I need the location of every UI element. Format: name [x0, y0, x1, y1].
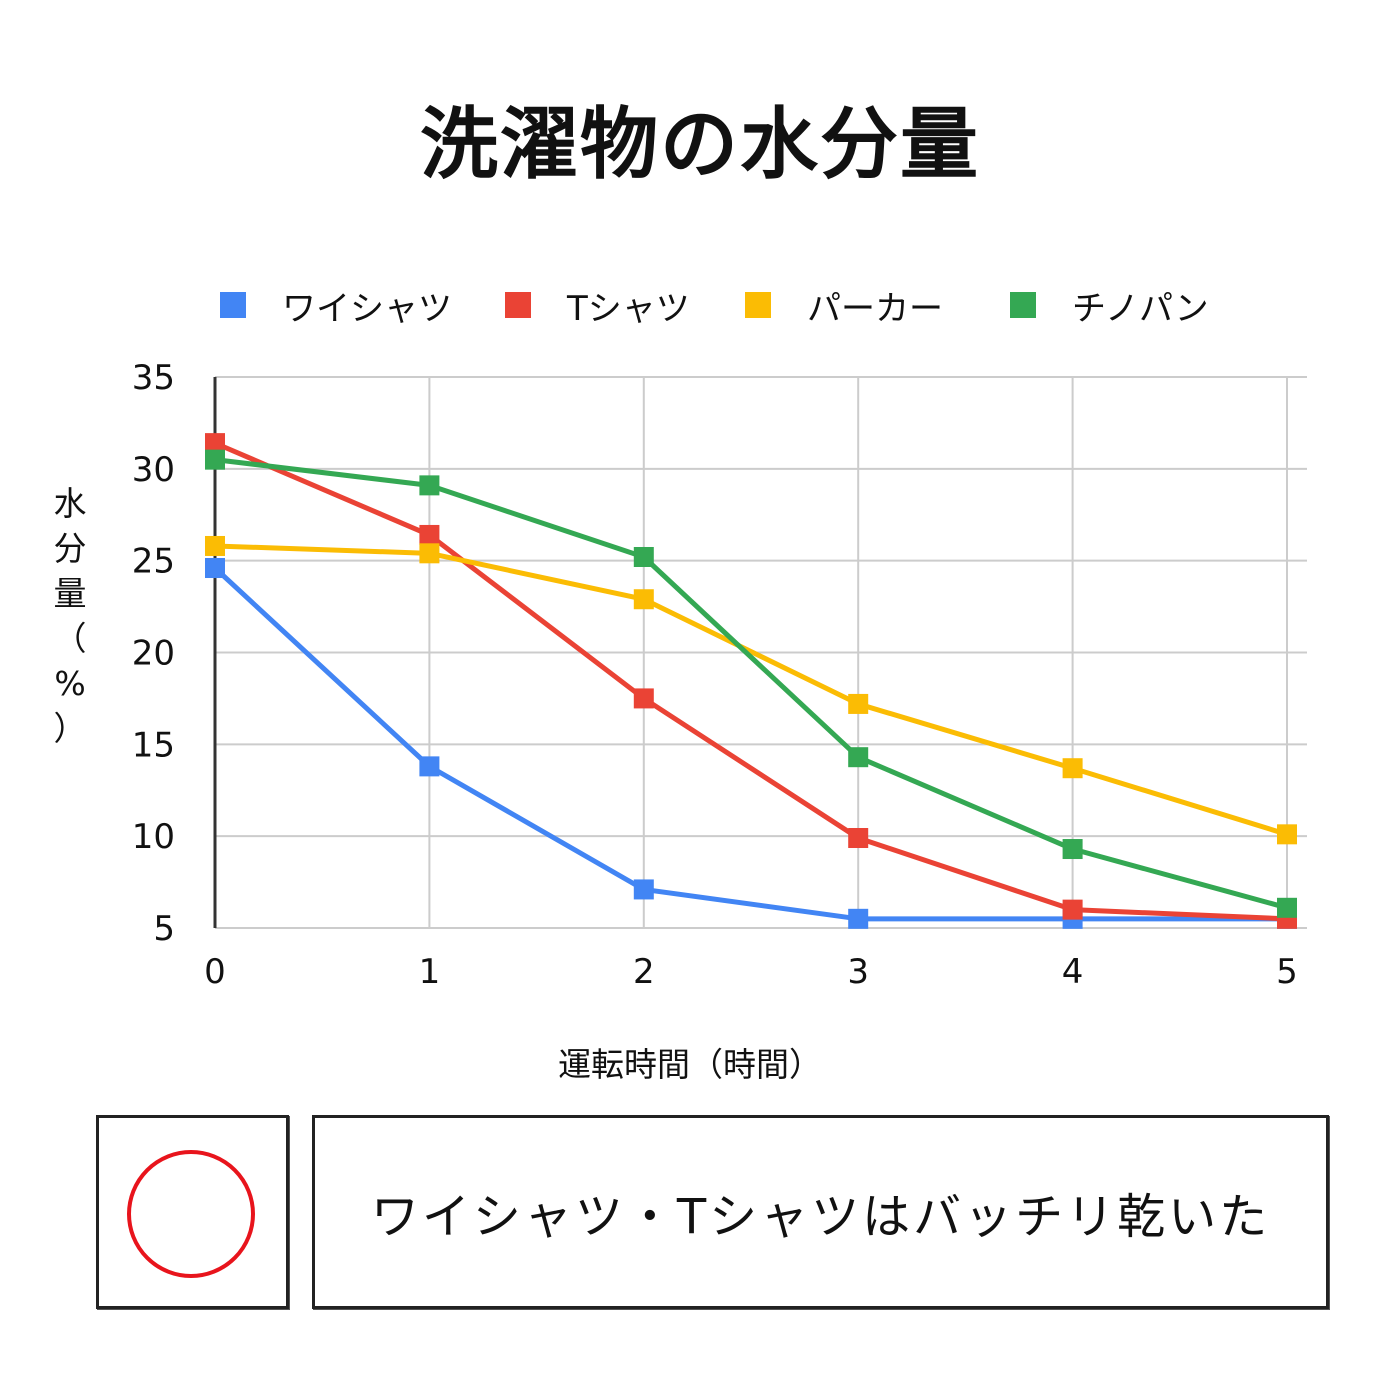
series-3-point-3 [848, 747, 869, 768]
series-2-point-4 [1062, 758, 1083, 779]
x-tick-label-1: 1 [419, 952, 441, 992]
line-chart: 5 10 15 20 25 30 35 0 1 2 3 4 5 運転時間（時間） 水分量（%） [54, 358, 1307, 1084]
y-tick-label-1: 10 [132, 817, 175, 857]
series-3-point-0 [205, 449, 225, 470]
series-0-point-1 [419, 756, 440, 777]
series-line-1 [214, 440, 1288, 922]
legend-label-3: チノパン [1072, 288, 1209, 329]
y-axis-label: 水分量（%） [54, 484, 87, 748]
x-tick-label-5: 5 [1276, 952, 1298, 992]
series-3-point-1 [419, 475, 440, 496]
y-tick-label-0: 5 [153, 909, 175, 949]
series-line-2 [214, 543, 1288, 837]
x-axis-label: 運転時間（時間） [558, 1045, 822, 1084]
series-3-point-2 [633, 546, 654, 567]
chart-legend: ワイシャツ Tシャツ パーカー チノパン [0, 280, 1400, 330]
legend-label-0: ワイシャツ [282, 288, 452, 329]
legend-swatch-0 [220, 292, 246, 318]
series-1-point-3 [848, 828, 869, 849]
x-tick-label-0: 0 [204, 952, 226, 992]
legend-item-1: Tシャツ [505, 280, 690, 330]
y-tick-label-3: 20 [132, 634, 175, 674]
series-line-0 [213, 566, 1287, 922]
x-tick-label-4: 4 [1062, 952, 1084, 992]
legend-item-3: チノパン [1010, 280, 1209, 330]
legend-swatch-2 [745, 292, 771, 318]
legend-swatch-3 [1010, 292, 1036, 318]
series-1-point-1 [419, 524, 440, 545]
series-2-point-2 [633, 589, 654, 610]
series-3-point-4 [1062, 839, 1083, 860]
series-1-point-4 [1062, 899, 1083, 920]
series-2-point-1 [419, 543, 440, 564]
legend-item-2: パーカー [745, 280, 943, 330]
x-tick-label-2: 2 [633, 952, 655, 992]
y-tick-label-5: 30 [132, 450, 175, 490]
series-3-point-5 [1277, 897, 1297, 918]
series-0-point-3 [848, 908, 869, 929]
legend-label-1: Tシャツ [567, 288, 690, 329]
series-line-3 [214, 457, 1288, 911]
red-circle-mark [127, 1150, 255, 1278]
series-0-point-2 [633, 879, 654, 900]
series-0-point-0 [205, 558, 225, 579]
x-tick-label-3: 3 [847, 952, 869, 992]
legend-label-2: パーカー [807, 288, 943, 329]
legend-item-0: ワイシャツ [220, 280, 452, 330]
result-text-box: ワイシャツ・Tシャツはバッチリ乾いた [312, 1115, 1329, 1309]
result-mark-box [96, 1115, 289, 1309]
series-1-point-2 [633, 688, 654, 709]
legend-swatch-1 [505, 292, 531, 318]
y-tick-label-4: 25 [132, 542, 175, 582]
y-tick-label-6: 35 [132, 358, 175, 398]
y-tick-label-2: 15 [132, 725, 175, 765]
series-1-point-0 [205, 433, 225, 454]
series-2-point-0 [205, 535, 225, 556]
result-text: ワイシャツ・Tシャツはバッチリ乾いた [370, 1189, 1271, 1245]
chart-title: 洗濯物の水分量 [419, 100, 980, 190]
series-2-point-5 [1277, 824, 1297, 845]
series-2-point-3 [848, 693, 869, 714]
